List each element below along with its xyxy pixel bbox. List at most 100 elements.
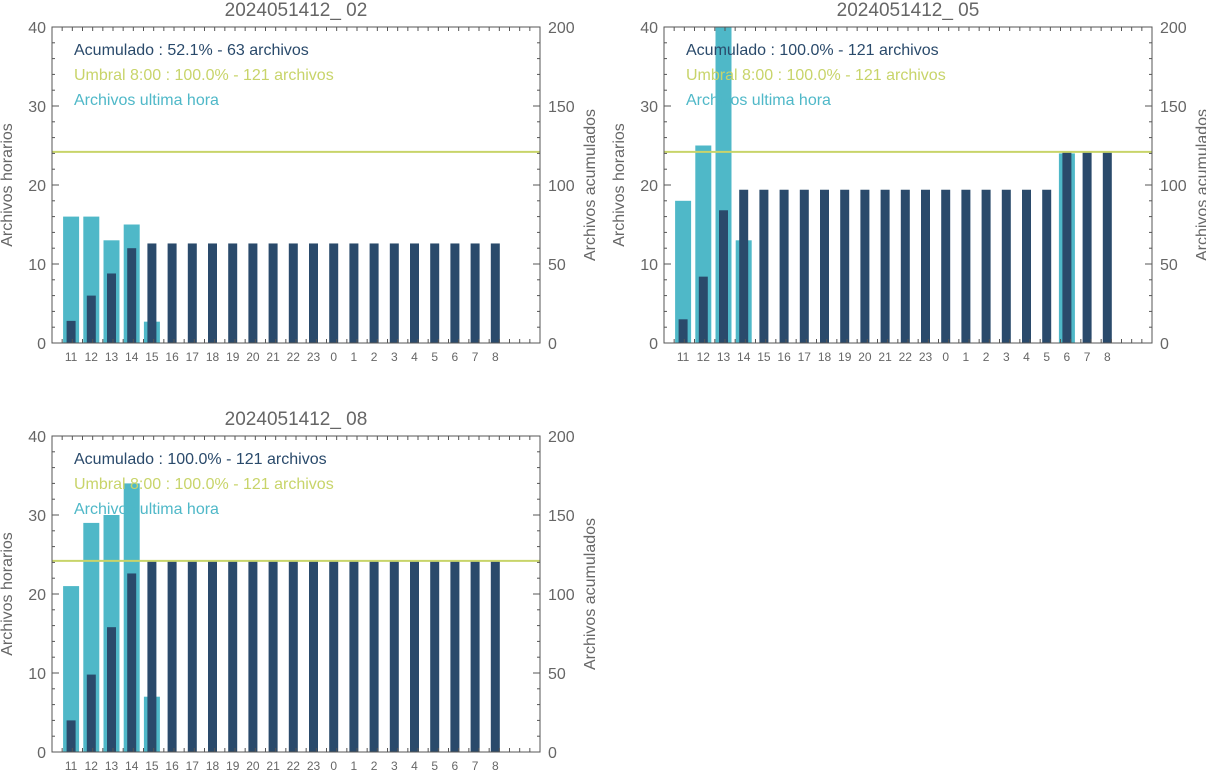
- x-tick-label: 7: [472, 350, 479, 364]
- cumulative-bar: [248, 560, 258, 752]
- x-tick-label: 1: [963, 350, 970, 364]
- cumulative-bar: [248, 243, 258, 343]
- x-tick-label: 23: [307, 350, 321, 364]
- x-tick-label: 3: [391, 759, 398, 771]
- y2-tick-label: 50: [548, 257, 566, 274]
- x-tick-label: 2: [983, 350, 990, 364]
- cumulative-bar: [961, 189, 971, 343]
- cumulative-bar: [127, 248, 137, 343]
- x-tick-label: 0: [330, 350, 337, 364]
- cumulative-bar: [759, 189, 769, 343]
- x-tick-label: 19: [838, 350, 852, 364]
- x-tick-label: 23: [919, 350, 933, 364]
- cumulative-bar: [941, 189, 951, 343]
- cumulative-bar: [329, 560, 339, 752]
- cumulative-bar: [490, 560, 500, 752]
- x-tick-label: 20: [246, 759, 260, 771]
- cumulative-bar: [698, 276, 708, 343]
- x-tick-label: 20: [858, 350, 872, 364]
- x-tick-label: 7: [1084, 350, 1091, 364]
- x-tick-label: 4: [1023, 350, 1030, 364]
- cumulative-bar: [840, 189, 850, 343]
- x-tick-label: 14: [125, 350, 139, 364]
- x-tick-label: 2: [371, 759, 378, 771]
- cumulative-bar: [389, 243, 399, 343]
- hourly-bar: [675, 200, 692, 343]
- x-tick-label: 0: [942, 350, 949, 364]
- y2-axis-label: Archivos acumulados: [1194, 109, 1206, 261]
- x-tick-label: 5: [431, 350, 438, 364]
- cumulative-bar: [900, 189, 910, 343]
- y-tick-label: 30: [28, 508, 46, 525]
- x-tick-label: 6: [452, 759, 459, 771]
- y2-tick-label: 150: [548, 508, 575, 525]
- cumulative-bar: [799, 189, 809, 343]
- x-tick-label: 21: [266, 759, 280, 771]
- cumulative-bar: [309, 243, 318, 343]
- cumulative-bar: [470, 243, 480, 343]
- cumulative-bar: [389, 560, 399, 752]
- x-tick-label: 15: [145, 759, 159, 771]
- cumulative-bar: [410, 560, 419, 752]
- cumulative-bar: [86, 295, 96, 343]
- cumulative-bar: [309, 560, 318, 752]
- cumulative-bar: [349, 243, 359, 343]
- legend-hourly: Archivos ultima hora: [74, 501, 219, 518]
- x-tick-label: 18: [206, 759, 220, 771]
- x-tick-label: 16: [777, 350, 791, 364]
- x-tick-label: 13: [105, 759, 119, 771]
- x-tick-label: 11: [65, 350, 78, 364]
- y2-axis-label: Archivos acumulados: [582, 518, 599, 670]
- x-tick-label: 18: [818, 350, 832, 364]
- legend-cumulative: Acumulado : 52.1% - 63 archivos: [74, 42, 309, 59]
- x-tick-label: 12: [697, 350, 711, 364]
- cumulative-bar: [147, 243, 157, 343]
- y2-tick-label: 200: [548, 20, 575, 37]
- legend-threshold: Umbral 8:00 : 100.0% - 121 archivos: [686, 67, 946, 84]
- cumulative-bar: [147, 560, 157, 752]
- y2-tick-label: 50: [548, 666, 566, 683]
- legend-cumulative: Acumulado : 100.0% - 121 archivos: [686, 42, 939, 59]
- x-tick-label: 5: [431, 759, 438, 771]
- x-tick-label: 21: [878, 350, 892, 364]
- chart-title: 2024051412_ 08: [225, 409, 368, 430]
- cumulative-bar: [719, 210, 728, 343]
- y2-tick-label: 150: [1160, 99, 1187, 116]
- cumulative-bar: [349, 560, 359, 752]
- x-tick-label: 0: [330, 759, 337, 771]
- legend-hourly: Archivos ultima hora: [686, 92, 831, 109]
- cumulative-bar: [678, 319, 688, 343]
- cumulative-bar: [208, 243, 217, 343]
- cumulative-bar: [1062, 151, 1072, 343]
- x-tick-label: 23: [307, 759, 321, 771]
- x-tick-label: 19: [226, 350, 240, 364]
- cumulative-bar: [127, 573, 137, 752]
- chart-title: 2024051412_ 05: [837, 0, 980, 21]
- y2-tick-label: 0: [548, 336, 557, 353]
- x-tick-label: 13: [717, 350, 731, 364]
- x-tick-label: 14: [125, 759, 139, 771]
- legend-hourly: Archivos ultima hora: [74, 92, 219, 109]
- y2-tick-label: 50: [1160, 257, 1178, 274]
- bars-group: [63, 483, 500, 752]
- y-axis-label: Archivos horarios: [0, 123, 16, 247]
- cumulative-bar: [167, 243, 177, 343]
- x-tick-label: 16: [165, 759, 179, 771]
- y-tick-label: 40: [28, 429, 46, 446]
- x-tick-label: 17: [798, 350, 812, 364]
- y-tick-label: 0: [649, 336, 658, 353]
- y-tick-label: 0: [37, 745, 46, 762]
- x-tick-label: 4: [411, 759, 418, 771]
- y-tick-label: 20: [640, 178, 658, 195]
- x-tick-label: 22: [287, 759, 301, 771]
- x-tick-label: 6: [1064, 350, 1071, 364]
- cumulative-bar: [66, 320, 76, 343]
- y-tick-label: 40: [640, 20, 658, 37]
- y2-tick-label: 150: [548, 99, 575, 116]
- x-tick-label: 16: [165, 350, 179, 364]
- cumulative-bar: [187, 243, 197, 343]
- y-tick-label: 30: [28, 99, 46, 116]
